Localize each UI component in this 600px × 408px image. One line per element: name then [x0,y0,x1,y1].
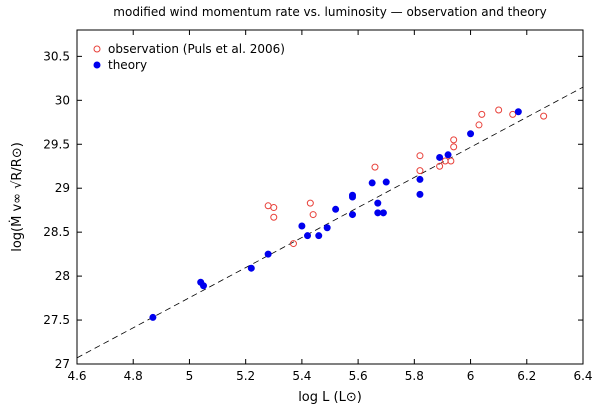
x-tick-label: 6.2 [517,369,536,383]
fit-line [76,86,584,359]
theory-point [436,153,444,161]
legend-label-observation: observation (Puls et al. 2006) [108,42,285,56]
observation-point [450,143,458,151]
fit-line-layer [76,86,584,359]
x-tick-label: 5.4 [292,369,311,383]
y-tick-label: 29 [55,181,70,195]
theory-point [467,130,475,138]
theory-point [514,108,522,116]
theory-point [247,264,255,272]
observation-point [270,204,278,212]
observation-point [478,110,486,118]
y-tick-label: 27 [55,357,70,371]
theory-point [304,232,312,240]
theory-point [348,193,356,201]
legend-marker-observation [93,45,101,53]
legend-marker-theory [93,61,101,69]
theory-point [332,205,340,213]
x-tick-label: 5.8 [405,369,424,383]
y-tick-label: 30 [55,93,70,107]
theory-point [379,209,387,217]
y-tick-label: 28.5 [43,225,70,239]
y-tick-label: 30.5 [43,49,70,63]
plot-frame [76,29,584,365]
theory-point [416,175,424,183]
observation-point [540,112,548,120]
theory-point [315,232,323,240]
theory-point [149,313,157,321]
observation-point [416,152,424,160]
x-axis-label: log L (L⊙) [298,390,362,405]
legend: observation (Puls et al. 2006) theory [93,42,285,72]
theory-point [298,222,306,230]
theory-point [444,151,452,159]
legend-label-theory: theory [108,58,147,72]
y-tick-label: 28 [55,269,70,283]
x-tick-label: 5.6 [349,369,368,383]
theory-point [416,190,424,198]
ticks-layer: 4.6 4.8 5 5.2 5.4 5.6 5.8 6 6.2 6.4 27 27.5 28 28.5 29… [43,30,593,383]
theory-point [382,178,390,186]
y-axis-label: log(Ṁ v∞ √R/R⊙) [9,142,25,252]
theory-point [374,199,382,207]
observation-point [450,136,458,144]
observation-point [306,199,314,207]
theory-point [374,209,382,217]
chart-title: modified wind momentum rate vs. luminosi… [113,5,546,19]
x-tick-label: 5 [186,369,194,383]
observation-point [436,162,444,170]
x-tick-label: 6 [467,369,475,383]
observation-point [289,240,297,248]
points-layer [149,106,548,321]
x-tick-label: 4.6 [67,369,86,383]
observation-point [264,202,272,210]
observation-point [416,167,424,175]
theory-point [264,250,272,258]
observation-point [495,106,503,114]
x-tick-label: 5.2 [236,369,255,383]
observation-point [371,163,379,171]
y-tick-label: 27.5 [43,313,70,327]
theory-point [200,282,207,290]
observation-point [475,121,483,129]
x-tick-label: 6.4 [573,369,592,383]
observation-point [441,157,449,165]
observation-point [447,157,455,165]
observation-point [270,213,278,221]
theory-point [348,211,356,219]
y-tick-label: 29.5 [43,137,70,151]
observation-point [309,211,317,219]
x-tick-label: 4.8 [124,369,143,383]
observation-point [509,110,517,118]
theory-point [368,179,376,187]
theory-point [323,224,331,232]
